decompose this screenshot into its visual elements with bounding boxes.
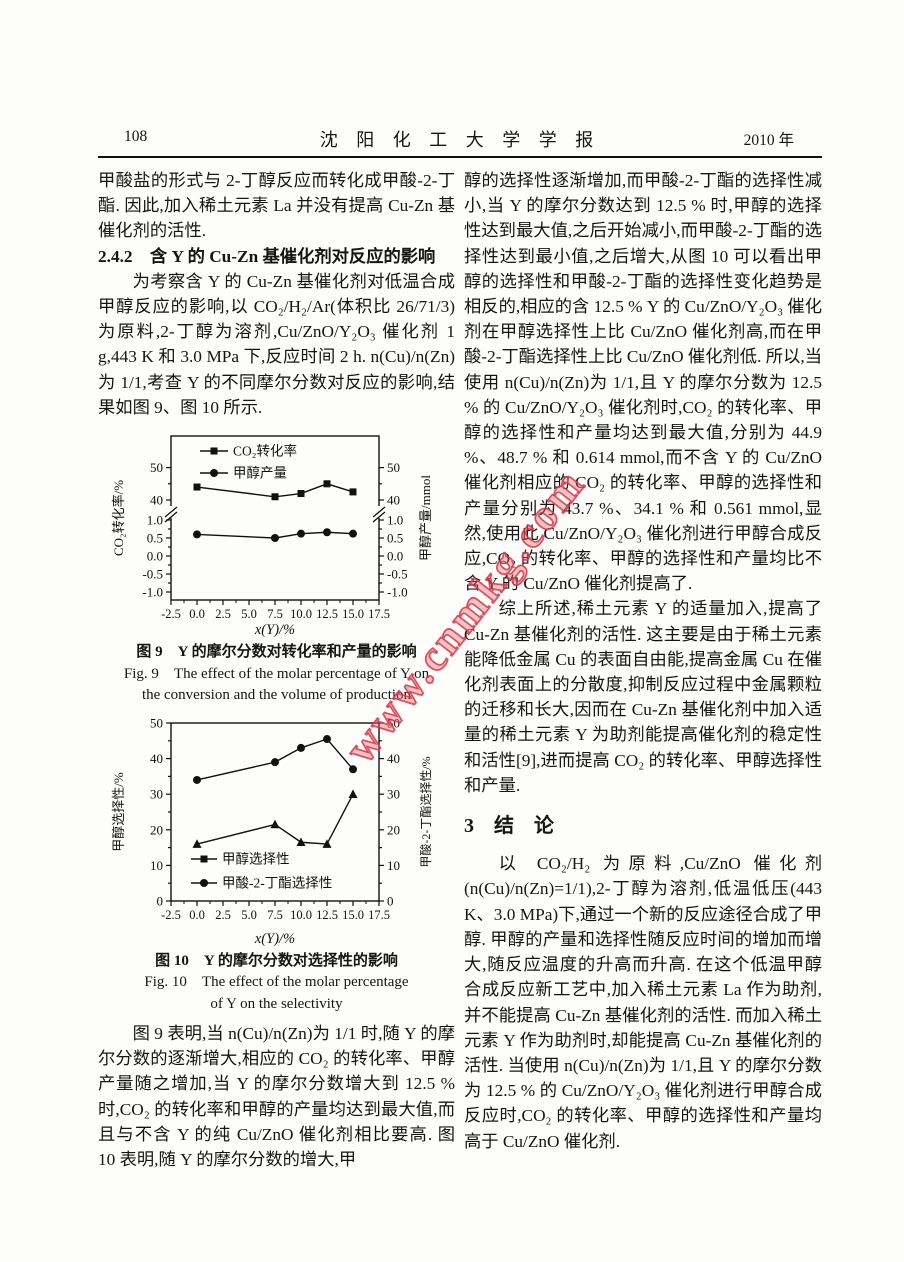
- svg-text:0.5: 0.5: [146, 531, 162, 546]
- svg-text:x(Y)/%: x(Y)/%: [253, 622, 294, 638]
- svg-text:1.0: 1.0: [146, 513, 162, 528]
- svg-text:40: 40: [150, 493, 163, 508]
- svg-text:10.0: 10.0: [290, 908, 312, 922]
- svg-text:20: 20: [150, 822, 163, 837]
- figure10-chart: -2.5 0.0 2.5 5.0 7.5 10.0 12.5 15.0 17.50 010 1020…: [111, 715, 433, 947]
- svg-text:40: 40: [387, 493, 400, 508]
- journal-title: 沈 阳 化 工 大 学 学 报: [319, 130, 601, 150]
- paragraph-conclusion: 以 CO₂/H₂ 为原料,Cu/ZnO 催化剂(n(Cu)/n(Zn)=1/1)…: [464, 854, 822, 1151]
- svg-text:10: 10: [387, 857, 400, 872]
- paragraph-formate-continuation: 甲酸盐的形式与 2-丁醇反应而转化成甲酸-2-丁酯. 因此,加入稀土元素 La …: [98, 171, 455, 241]
- svg-text:-2.5: -2.5: [161, 607, 181, 621]
- svg-text:5.0: 5.0: [241, 908, 257, 922]
- svg-text:-0.5: -0.5: [387, 567, 408, 582]
- svg-text:0.5: 0.5: [387, 531, 403, 546]
- svg-text:0.0: 0.0: [189, 607, 205, 621]
- svg-text:50: 50: [387, 460, 400, 475]
- figure10-caption-en-line1: Fig. 10 The effect of the molar percenta…: [144, 974, 409, 991]
- svg-text:CO₂转化率/%: CO₂转化率/%: [111, 480, 126, 556]
- figure9-caption-cn: 图 9 Y 的摩尔分数对转化率和产量的影响: [136, 644, 417, 661]
- svg-text:40: 40: [387, 751, 400, 766]
- svg-text:30: 30: [387, 786, 400, 801]
- svg-text:x(Y)/%: x(Y)/%: [253, 931, 294, 947]
- svg-text:甲醇产量: 甲醇产量: [233, 465, 287, 481]
- svg-text:50: 50: [150, 715, 163, 730]
- svg-text:20: 20: [387, 822, 400, 837]
- svg-text:2.5: 2.5: [215, 908, 231, 922]
- svg-text:10: 10: [150, 857, 163, 872]
- figure10-caption: 图 10 Y 的摩尔分数对选择性的影响 Fig. 10 The effect o…: [98, 951, 455, 1016]
- svg-text:17.5: 17.5: [368, 908, 390, 922]
- svg-text:-2.5: -2.5: [161, 908, 181, 922]
- svg-text:30: 30: [150, 786, 163, 801]
- svg-text:-1.0: -1.0: [142, 585, 163, 600]
- svg-text:40: 40: [150, 751, 163, 766]
- figure9-caption-en-line2: the conversion and the volume of product…: [141, 687, 412, 704]
- section-heading-2-4-2: 2.4.2 含 Y 的 Cu-Zn 基催化剂对反应的影响: [98, 246, 436, 266]
- svg-text:10.0: 10.0: [290, 607, 312, 621]
- svg-text:17.5: 17.5: [368, 607, 390, 621]
- svg-text:甲醇选择性: 甲醇选择性: [222, 850, 290, 866]
- svg-text:0: 0: [387, 893, 394, 908]
- figure9-caption: 图 9 Y 的摩尔分数对转化率和产量的影响 Fig. 9 The effect …: [98, 642, 455, 707]
- paragraph-selectivity-discussion: 醇的选择性逐渐增加,而甲酸-2-丁酯的选择性减小,当 Y 的摩尔分数达到 12.…: [464, 171, 822, 594]
- left-column: 甲酸盐的形式与 2-丁醇反应而转化成甲酸-2-丁酯. 因此,加入稀土元素 La …: [98, 168, 455, 1172]
- svg-text:-0.5: -0.5: [142, 567, 163, 582]
- svg-text:2.5: 2.5: [215, 607, 231, 621]
- paragraph-fig9-discussion: 图 9 表明,当 n(Cu)/n(Zn)为 1/1 时,随 Y 的摩尔分数的逐渐…: [98, 1024, 455, 1170]
- svg-text:15.0: 15.0: [342, 908, 364, 922]
- svg-text:5.0: 5.0: [241, 607, 257, 621]
- figure9-caption-en-line1: Fig. 9 The effect of the molar percentag…: [123, 665, 430, 682]
- svg-text:CO₂转化率: CO₂转化率: [233, 443, 297, 459]
- svg-text:12.5: 12.5: [316, 607, 338, 621]
- svg-text:15.0: 15.0: [342, 607, 364, 621]
- svg-text:12.5: 12.5: [316, 908, 338, 922]
- publication-year: 2010 年: [743, 132, 794, 149]
- svg-text:甲醇选择性/%: 甲醇选择性/%: [111, 772, 126, 852]
- svg-text:1.0: 1.0: [387, 513, 403, 528]
- section-heading-conclusion: 3 结 论: [464, 815, 554, 838]
- svg-text:甲酸-2-丁酯选择性: 甲酸-2-丁酯选择性: [222, 875, 332, 890]
- svg-text:7.5: 7.5: [267, 908, 283, 922]
- page-header: 108 沈 阳 化 工 大 学 学 报 2010 年: [98, 122, 822, 158]
- svg-text:0.0: 0.0: [189, 908, 205, 922]
- svg-text:7.5: 7.5: [267, 607, 283, 621]
- svg-text:-1.0: -1.0: [387, 585, 408, 600]
- svg-text:甲醇产量/mmol: 甲醇产量/mmol: [418, 475, 433, 561]
- svg-text:0.0: 0.0: [387, 549, 403, 564]
- page-number: 108: [124, 128, 148, 145]
- right-column: 醇的选择性逐渐增加,而甲酸-2-丁酯的选择性减小,当 Y 的摩尔分数达到 12.…: [464, 168, 822, 1154]
- svg-text:甲酸-2-丁酯选择性/%: 甲酸-2-丁酯选择性/%: [418, 756, 433, 867]
- svg-text:0.0: 0.0: [146, 549, 162, 564]
- figure9-chart: -2.5 0.0 2.5 5.0 7.5 10.0 12.5 15.0 17.5 50 50 40 40…: [111, 435, 433, 638]
- svg-text:50: 50: [150, 460, 163, 475]
- paragraph-summary: 综上所述,稀土元素 Y 的适量加入,提高了 Cu-Zn 基催化剂的活性. 这主要…: [464, 599, 822, 795]
- figure10-caption-cn: 图 10 Y 的摩尔分数对选择性的影响: [155, 952, 398, 969]
- svg-text:50: 50: [387, 715, 400, 730]
- svg-text:0: 0: [156, 893, 163, 908]
- figure10-caption-en-line2: of Y on the selectivity: [210, 995, 343, 1012]
- paragraph-experiment-conditions: 为考察含 Y 的 Cu-Zn 基催化剂对低温合成甲醇反应的影响,以 CO₂/H₂…: [98, 271, 455, 417]
